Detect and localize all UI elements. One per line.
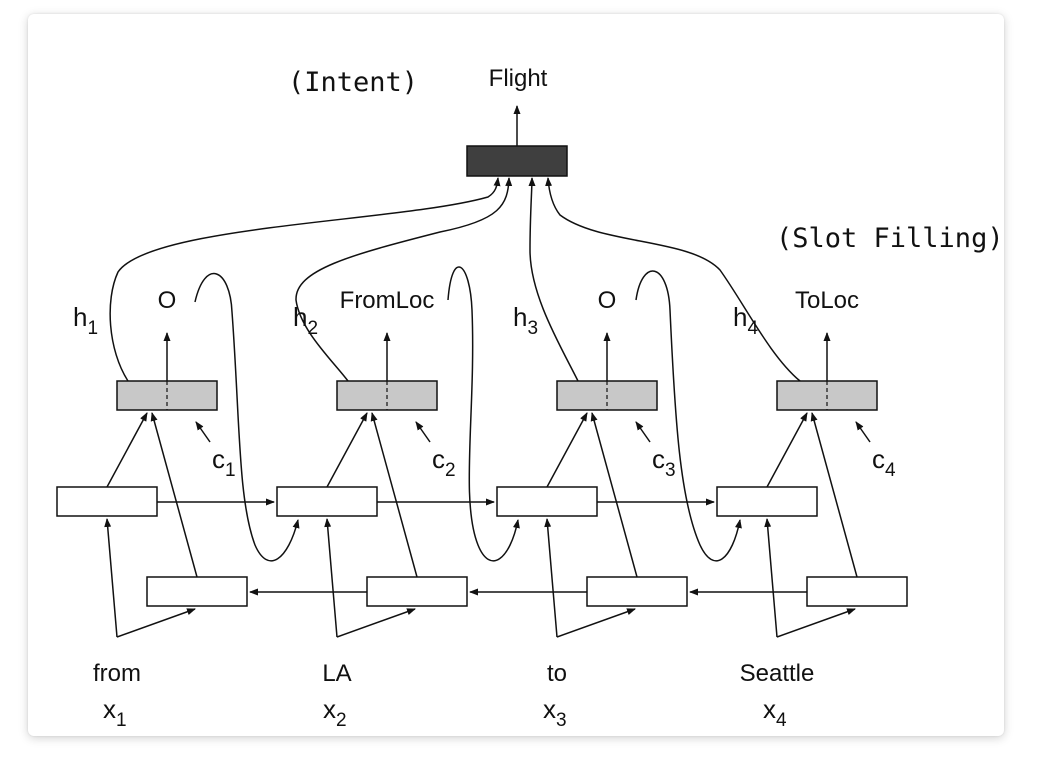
- h2-to-intent-arrow: [295, 177, 513, 382]
- context-label-2: c2: [432, 444, 456, 481]
- input-to-forward-arrow-2: [324, 518, 338, 638]
- forward-to-output-arrow-3: [546, 412, 588, 488]
- forward-rnn-box-1: [56, 486, 158, 517]
- hidden-state-label-2: h2: [293, 302, 318, 339]
- h4-to-intent-arrow: [545, 177, 801, 382]
- input-to-forward-arrow-4: [764, 518, 778, 638]
- diagram-card: [28, 14, 1004, 736]
- input-symbol-2: x2: [323, 694, 347, 731]
- forward-to-output-arrow-1: [106, 412, 148, 488]
- backward-rnn-box-4: [806, 576, 908, 607]
- recurrent-curve-3: [635, 270, 742, 562]
- context-arrow-3: [635, 421, 651, 443]
- input-word-3: to: [547, 660, 567, 687]
- input-to-backward-arrow-2: [336, 608, 416, 638]
- slot-filling-caption: (Slot Filling): [776, 223, 1004, 254]
- context-arrow-4: [855, 421, 871, 443]
- context-label-3: c3: [652, 444, 676, 481]
- forward-rnn-box-4: [716, 486, 818, 517]
- backward-to-output-arrow-2: [370, 412, 418, 578]
- backward-rnn-box-2: [366, 576, 468, 607]
- backward-to-output-arrow-1: [150, 412, 198, 578]
- intent-output-label: Flight: [489, 65, 548, 92]
- input-word-4: Seattle: [740, 660, 815, 687]
- slot-tag-4: ToLoc: [795, 287, 859, 314]
- slot-tag-2: FromLoc: [340, 287, 435, 314]
- input-to-backward-arrow-3: [556, 608, 636, 638]
- recurrent-curve-1: [194, 272, 300, 562]
- hidden-state-label-4: h4: [733, 302, 758, 339]
- input-word-2: LA: [322, 660, 351, 687]
- backward-rnn-box-3: [586, 576, 688, 607]
- recurrent-curve-2: [447, 266, 520, 562]
- input-symbol-1: x1: [103, 694, 127, 731]
- input-symbol-4: x4: [763, 694, 787, 731]
- h3-to-intent-arrow: [528, 177, 579, 382]
- intent-output-box: [466, 145, 568, 177]
- h1-to-intent-arrow: [109, 177, 501, 382]
- forward-rnn-box-2: [276, 486, 378, 517]
- forward-rnn-box-3: [496, 486, 598, 517]
- slot-tag-1: O: [158, 287, 177, 314]
- backward-to-output-arrow-4: [810, 412, 858, 578]
- input-to-backward-arrow-1: [116, 608, 196, 638]
- backward-rnn-box-1: [146, 576, 248, 607]
- backward-to-output-arrow-3: [590, 412, 638, 578]
- input-word-1: from: [93, 660, 141, 687]
- forward-to-output-arrow-2: [326, 412, 368, 488]
- slot-tag-3: O: [598, 287, 617, 314]
- forward-to-output-arrow-4: [766, 412, 808, 488]
- context-arrow-2: [415, 421, 431, 443]
- input-to-forward-arrow-3: [544, 518, 558, 638]
- context-arrow-1: [195, 421, 211, 443]
- hidden-state-label-3: h3: [513, 302, 538, 339]
- context-label-1: c1: [212, 444, 236, 481]
- context-label-4: c4: [872, 444, 896, 481]
- input-symbol-3: x3: [543, 694, 567, 731]
- intent-caption: (Intent): [288, 67, 418, 98]
- hidden-state-label-1: h1: [73, 302, 98, 339]
- input-to-forward-arrow-1: [104, 518, 118, 638]
- input-to-backward-arrow-4: [776, 608, 856, 638]
